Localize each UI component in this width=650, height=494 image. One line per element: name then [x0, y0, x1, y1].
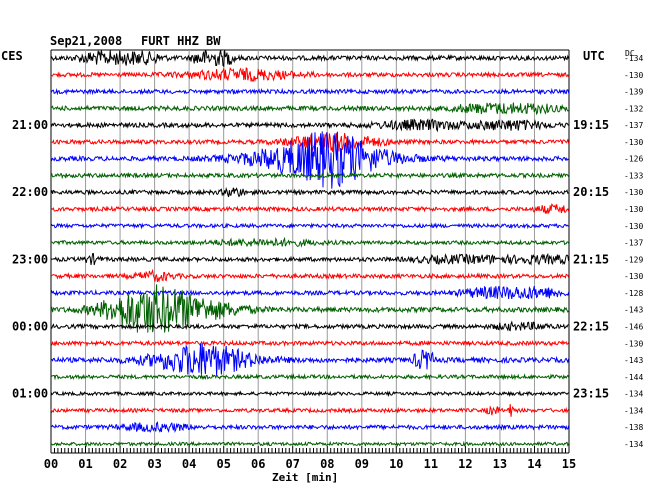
right-timezone-label: UTC [583, 49, 605, 63]
seismic-traces: -134 -130 -139 -132 -137 -130 -126 -133 -130 -130… [51, 50, 643, 449]
dc-value-6: -130 [624, 138, 643, 147]
left-time-label-4: 00:00 [12, 320, 48, 334]
tick-label-03: 03 [147, 457, 161, 471]
trace-13 [51, 254, 569, 265]
tick-label-13: 13 [493, 457, 507, 471]
x-axis: 00 01 02 03 04 05 06 07 08 09 10 11 12 13 14 15 [44, 446, 576, 471]
tick-label-07: 07 [285, 457, 299, 471]
dc-value-16: -143 [624, 306, 643, 315]
right-time-label-1: 19:15 [573, 118, 609, 132]
trace-9 [51, 188, 569, 197]
tick-label-08: 08 [320, 457, 334, 471]
tick-label-15: 15 [562, 457, 576, 471]
right-time-label-2: 20:15 [573, 185, 609, 199]
tick-label-05: 05 [216, 457, 230, 471]
trace-24 [51, 442, 569, 445]
tick-label-09: 09 [355, 457, 369, 471]
left-time-label-5: 01:00 [12, 387, 48, 401]
trace-7 [51, 131, 569, 188]
dc-value-4: -132 [624, 104, 643, 113]
dc-value-19: -143 [624, 356, 643, 365]
trace-2 [51, 68, 569, 82]
trace-21 [51, 392, 569, 395]
right-time-label-4: 22:15 [573, 320, 609, 334]
dc-value-20: -144 [624, 373, 643, 382]
left-time-label-3: 23:00 [12, 252, 48, 266]
dc-value-8: -133 [624, 172, 643, 181]
trace-19 [51, 343, 569, 376]
station-label: FURT HHZ BW [141, 34, 221, 48]
trace-20 [51, 375, 569, 379]
right-time-label-3: 21:15 [573, 252, 609, 266]
tick-label-14: 14 [527, 457, 541, 471]
dc-value-23: -138 [624, 423, 643, 432]
dc-label: DC [625, 49, 635, 58]
tick-label-12: 12 [458, 457, 472, 471]
trace-4 [51, 103, 569, 115]
dc-value-2: -130 [624, 71, 643, 80]
tick-label-04: 04 [182, 457, 196, 471]
dc-value-18: -130 [624, 339, 643, 348]
tick-label-10: 10 [389, 457, 403, 471]
left-time-label-2: 22:00 [12, 185, 48, 199]
dc-value-22: -134 [624, 406, 643, 415]
trace-23 [51, 422, 569, 432]
left-time-label-1: 21:00 [12, 118, 48, 132]
trace-3 [51, 90, 569, 94]
trace-5 [51, 119, 569, 131]
x-axis-label: Zeit [min] [272, 471, 338, 484]
dc-value-9: -130 [624, 188, 643, 197]
tick-label-11: 11 [424, 457, 438, 471]
trace-12 [51, 238, 569, 246]
tick-label-06: 06 [251, 457, 265, 471]
trace-18 [51, 341, 569, 345]
dc-value-10: -130 [624, 205, 643, 214]
left-timezone-label: CES [1, 49, 23, 63]
dc-value-5: -137 [624, 121, 643, 130]
tick-label-02: 02 [113, 457, 127, 471]
dc-value-13: -129 [624, 255, 643, 264]
trace-1 [51, 50, 569, 66]
dc-value-24: -134 [624, 440, 643, 449]
dc-value-21: -134 [624, 390, 643, 399]
dc-value-15: -128 [624, 289, 643, 298]
dc-value-11: -130 [624, 222, 643, 231]
dc-value-3: -139 [624, 88, 643, 97]
dc-value-12: -137 [624, 239, 643, 248]
dc-value-7: -126 [624, 155, 643, 164]
dc-value-17: -146 [624, 323, 643, 332]
dc-value-14: -130 [624, 272, 643, 281]
trace-11 [51, 224, 569, 228]
date-label: Sep21,2008 [50, 34, 122, 48]
trace-17 [51, 322, 569, 331]
trace-14 [51, 271, 569, 282]
tick-label-01: 01 [78, 457, 92, 471]
right-time-label-5: 23:15 [573, 387, 609, 401]
trace-10 [51, 204, 569, 213]
trace-22 [51, 404, 569, 417]
tick-label-00: 00 [44, 457, 58, 471]
